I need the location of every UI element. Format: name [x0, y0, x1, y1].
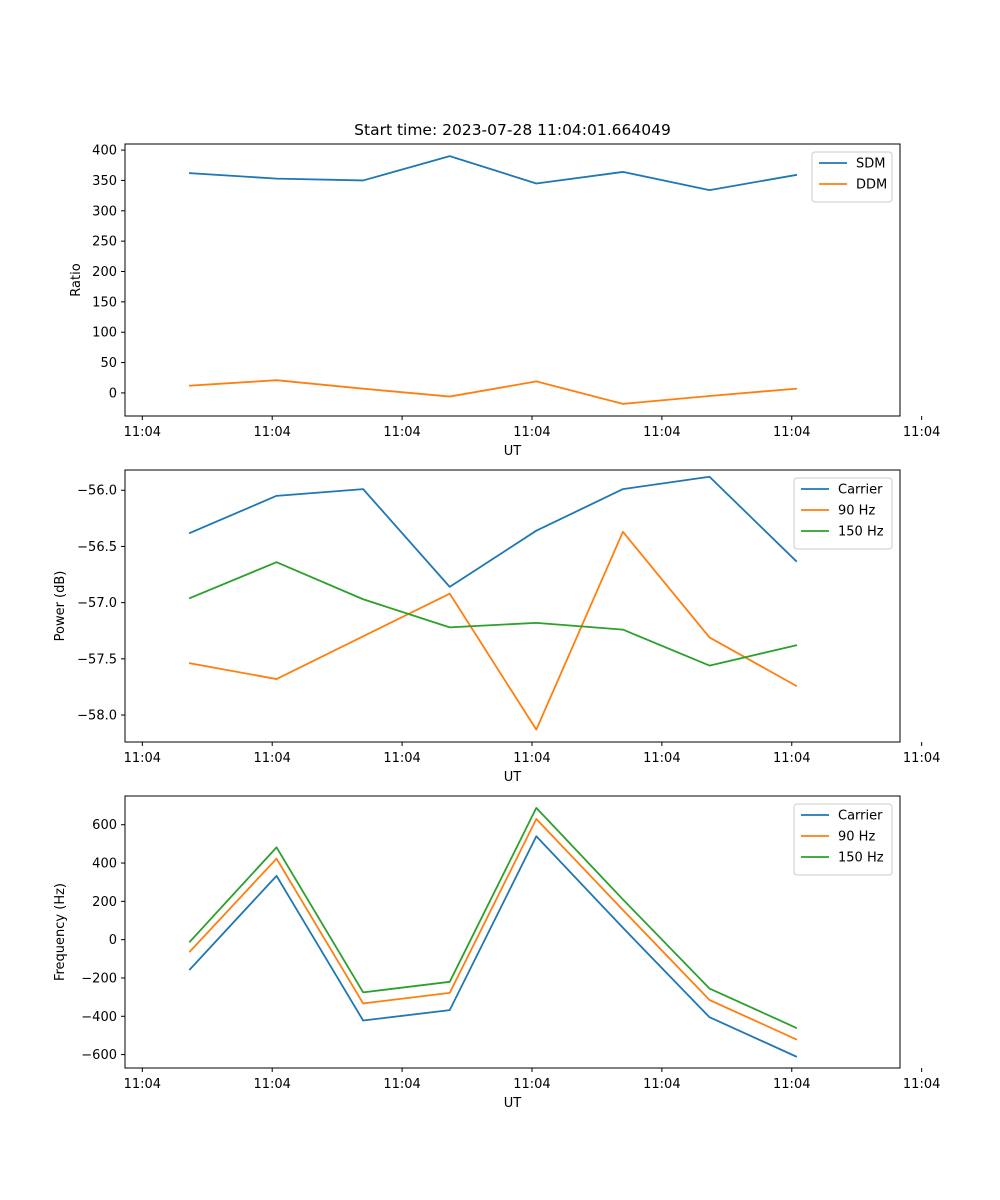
x-tick-label: 11:04: [253, 751, 290, 766]
y-tick-label: −200: [81, 971, 117, 986]
legend-label-sdm: SDM: [856, 157, 885, 172]
x-tick-label: 11:04: [773, 425, 810, 440]
series-line-ddm: [188, 379, 798, 405]
x-tick-label: 11:04: [773, 1077, 810, 1092]
x-tick-label: 11:04: [643, 425, 680, 440]
y-tick-label: 0: [109, 386, 117, 401]
legend-label-carrier: Carrier: [838, 809, 883, 824]
y-tick-label: 300: [92, 204, 117, 219]
y-tick-label: 150: [92, 295, 117, 310]
plot-frame: [124, 143, 901, 417]
series-line-90-hz: [188, 818, 798, 1041]
y-tick-label: 100: [92, 326, 117, 341]
x-tick-label: 11:04: [253, 425, 290, 440]
legend-box: [811, 151, 893, 203]
series-line-150-hz: [188, 561, 798, 667]
x-tick-label: 11:04: [773, 751, 810, 766]
series-line-90-hz: [188, 530, 798, 731]
x-tick-label: 11:04: [643, 1077, 680, 1092]
x-tick-label: 11:04: [124, 425, 161, 440]
x-tick-label: 11:04: [513, 751, 550, 766]
y-tick-label: −56.5: [77, 540, 117, 555]
x-tick-label: 11:04: [383, 425, 420, 440]
plot-frame: [124, 795, 901, 1069]
x-tick-label: 11:04: [513, 425, 550, 440]
chart-panel-2: 11:04 11:04 11:04 11:04 11:04 11:04 11:04 −58.0…: [53, 469, 940, 785]
x-tick-label: 11:04: [383, 1077, 420, 1092]
series-line-carrier: [188, 475, 798, 588]
legend-label-carrier: Carrier: [838, 483, 883, 498]
y-tick-label: −600: [81, 1048, 117, 1063]
y-tick-label: 0: [109, 933, 117, 948]
series-line-carrier: [188, 835, 798, 1058]
y-tick-label: 250: [92, 235, 117, 250]
x-tick-label: 11:04: [903, 1077, 940, 1092]
y-tick-label: −56.0: [77, 484, 117, 499]
legend-label-ddm: DDM: [856, 178, 887, 193]
y-tick-label: 600: [92, 818, 117, 833]
y-tick-label: −400: [81, 1010, 117, 1025]
x-tick-label: 11:04: [253, 1077, 290, 1092]
x-tick-label: 11:04: [383, 751, 420, 766]
y-tick-label: −57.5: [77, 652, 117, 667]
x-tick-label: 11:04: [124, 1077, 161, 1092]
legend: SDM DDM: [811, 151, 893, 203]
legend: Carrier 90 Hz 150 Hz: [793, 477, 893, 550]
x-axis-label: UT: [504, 770, 522, 785]
legend-label-150-hz: 150 Hz: [838, 525, 884, 540]
y-axis-label: Frequency (Hz): [53, 883, 68, 981]
x-tick-label: 11:04: [124, 751, 161, 766]
y-axis-label: Ratio: [69, 263, 84, 296]
legend-label-150-hz: 150 Hz: [838, 851, 884, 866]
y-tick-label: 400: [92, 857, 117, 872]
series-line-sdm: [188, 155, 798, 192]
x-tick-label: 11:04: [513, 1077, 550, 1092]
x-axis-label: UT: [504, 1096, 522, 1111]
chart-title: Start time: 2023-07-28 11:04:01.664049: [354, 121, 671, 139]
x-tick-label: 11:04: [903, 751, 940, 766]
series-line-150-hz: [188, 806, 798, 1029]
y-axis-label: Power (dB): [53, 571, 68, 642]
x-tick-label: 11:04: [903, 425, 940, 440]
y-tick-label: 350: [92, 174, 117, 189]
legend: Carrier 90 Hz 150 Hz: [793, 803, 893, 876]
y-tick-label: 200: [92, 265, 117, 280]
y-tick-label: 400: [92, 144, 117, 159]
y-tick-label: −58.0: [77, 709, 117, 724]
legend-label-90-hz: 90 Hz: [838, 504, 875, 519]
plot-frame: [124, 469, 901, 743]
y-tick-label: 50: [100, 356, 117, 371]
chart-panel-3: 11:04 11:04 11:04 11:04 11:04 11:04 11:04 −600 −…: [53, 795, 940, 1111]
x-tick-label: 11:04: [643, 751, 680, 766]
y-tick-label: −57.0: [77, 596, 117, 611]
legend-label-90-hz: 90 Hz: [838, 830, 875, 845]
x-axis-label: UT: [504, 444, 522, 459]
chart-panel-1: 11:04 11:04 11:04 11:04 11:04 11:04 11:04 0 50 10…: [69, 121, 940, 459]
y-tick-label: 200: [92, 895, 117, 910]
